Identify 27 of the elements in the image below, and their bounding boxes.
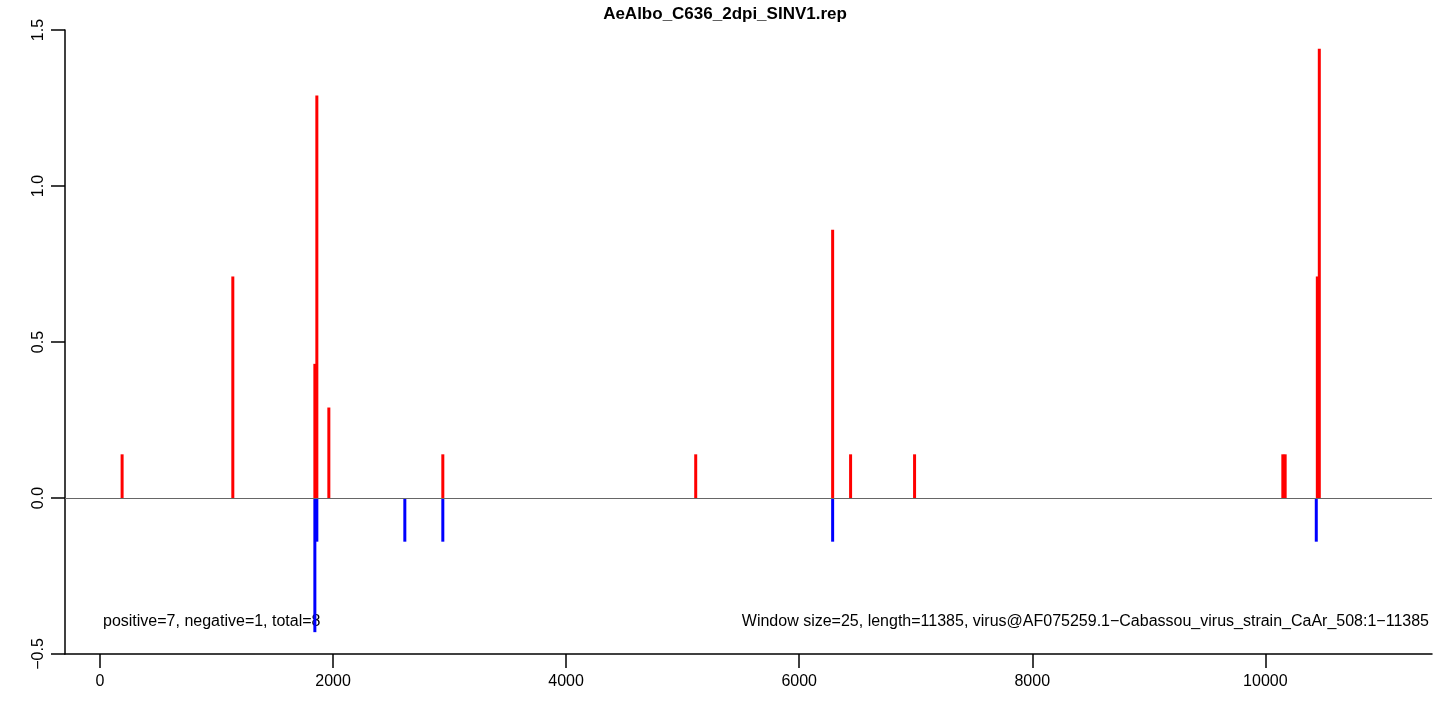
x-tick-label: 0 <box>95 671 105 689</box>
bar <box>120 454 124 498</box>
x-tick-label: 4000 <box>548 671 585 689</box>
x-tick-label: 6000 <box>781 671 818 689</box>
bar <box>1317 48 1321 498</box>
y-tick-label: 1.0 <box>28 174 46 198</box>
y-tick-label: 0.0 <box>28 486 46 510</box>
chart-title: AeAlbo_C636_2dpi_SINV1.rep <box>603 4 847 23</box>
x-tick-label: 8000 <box>1014 671 1051 689</box>
bar <box>831 229 835 498</box>
bar <box>913 454 917 498</box>
annotation: Window size=25, length=11385, virus@AF075259.1−Cabassou_virus_strain_CaAr_508:1−11385 <box>741 611 1430 630</box>
bar <box>1314 498 1318 542</box>
bar <box>315 95 319 498</box>
x-tick-label: 2000 <box>315 671 351 689</box>
y-tick-label: −0.5 <box>28 638 46 670</box>
bar <box>849 454 853 498</box>
bar <box>231 276 235 498</box>
bar <box>831 498 835 542</box>
bar <box>441 498 445 542</box>
x-tick-label: 10000 <box>1243 671 1288 689</box>
y-tick-label: 0.5 <box>28 330 46 354</box>
y-tick-label: 1.5 <box>28 18 46 42</box>
bar <box>441 454 445 498</box>
bar <box>694 454 698 498</box>
bar <box>327 407 331 498</box>
bar <box>403 498 407 542</box>
